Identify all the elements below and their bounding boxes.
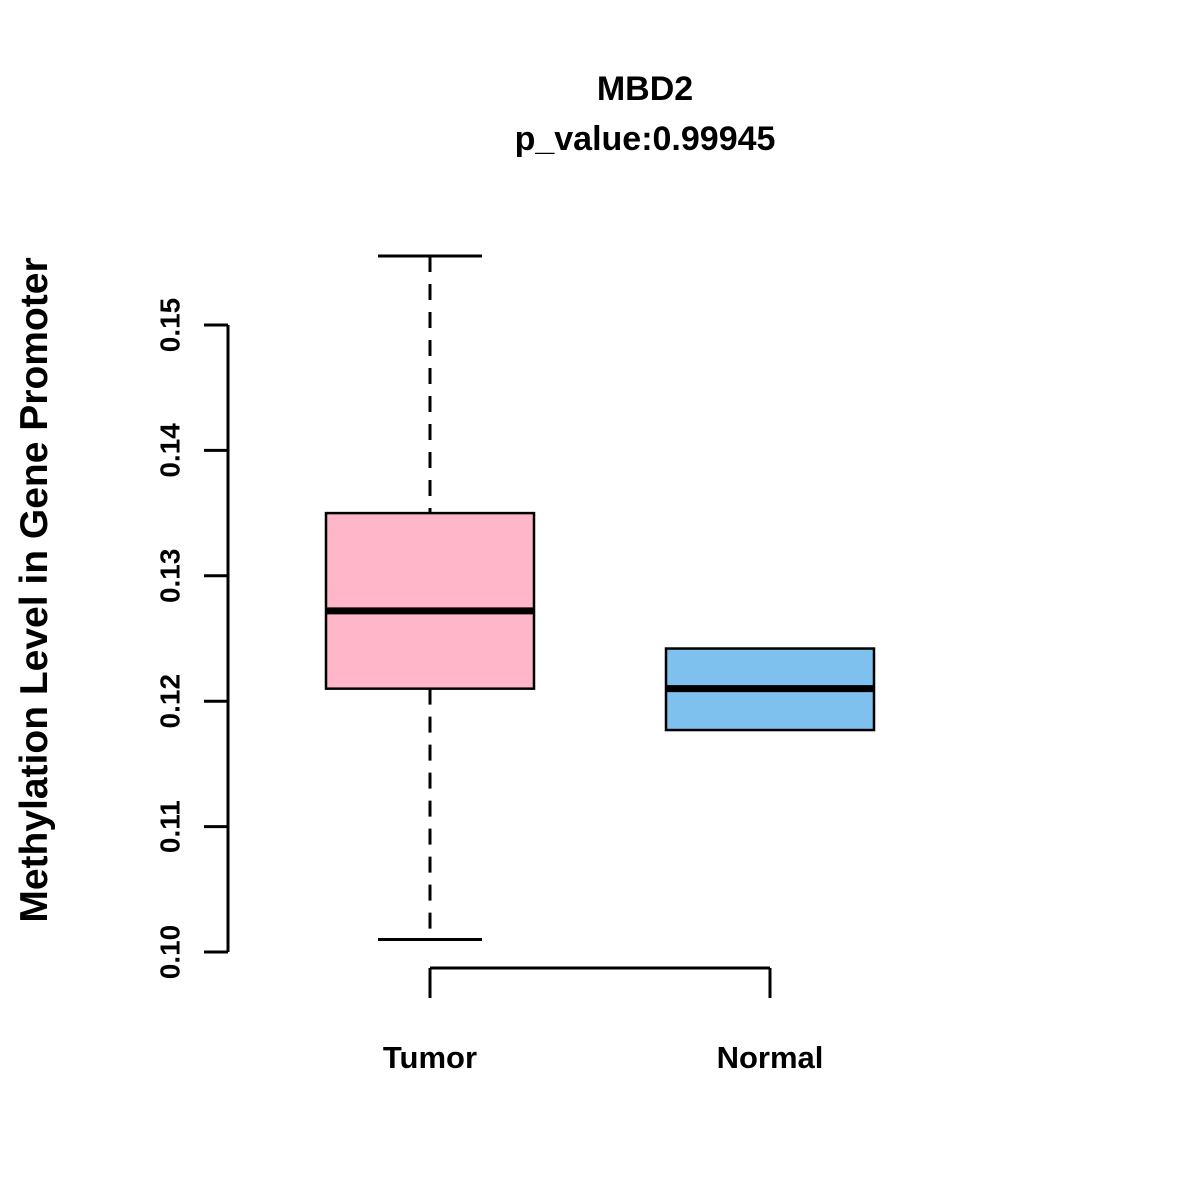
chart-subtitle: p_value:0.99945 [514,120,776,158]
y-tick-label: 0.13 [155,549,186,604]
y-tick-label: 0.15 [155,298,186,353]
y-tick-label: 0.10 [155,925,186,980]
x-category-label-tumor: Tumor [383,1040,477,1075]
chart-title: MBD2 [596,70,694,108]
x-category-label-normal: Normal [717,1040,824,1075]
y-tick-label: 0.14 [155,423,186,478]
y-tick-label: 0.12 [155,674,186,729]
y-tick-label: 0.11 [155,800,186,853]
box-tumor [324,511,536,690]
